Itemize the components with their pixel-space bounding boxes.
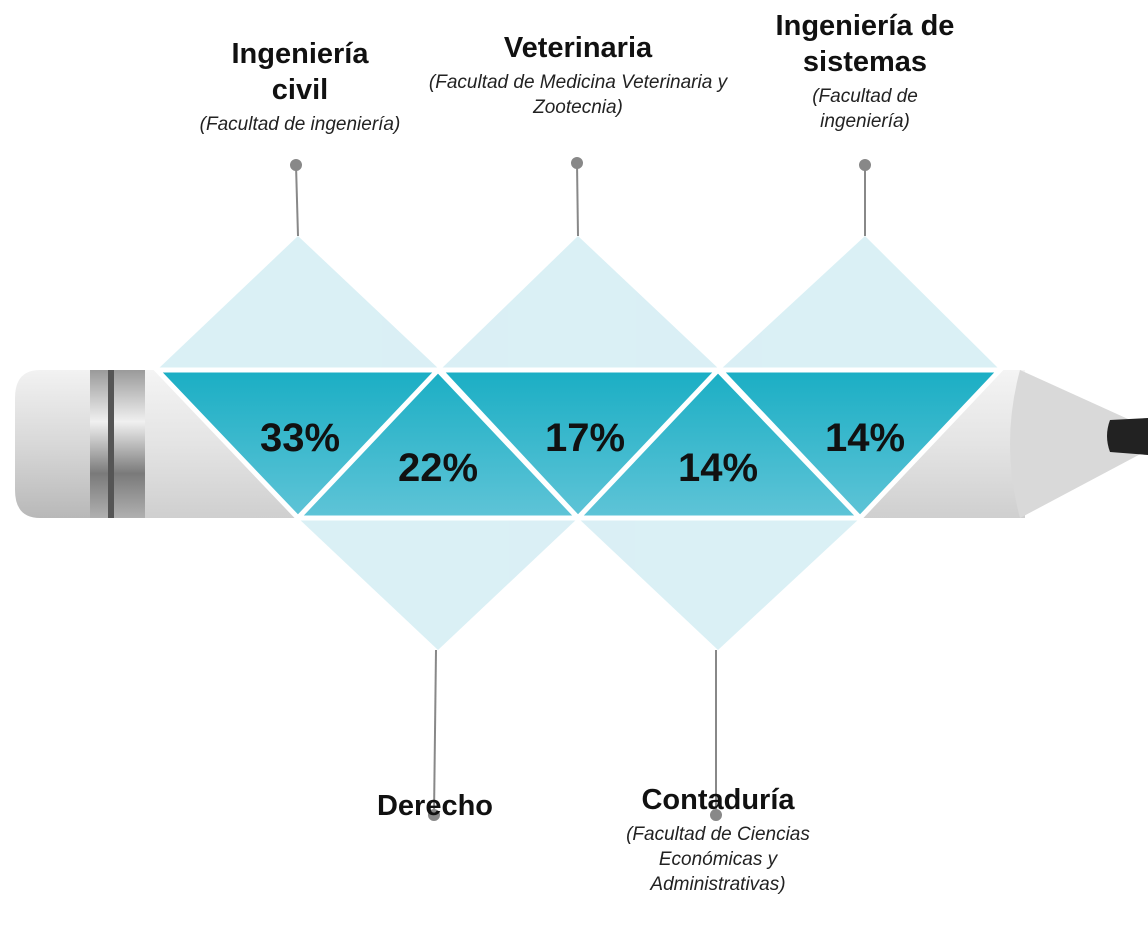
item-title: Ingeniería civil <box>231 38 369 106</box>
eraser <box>15 370 100 518</box>
percent-label: 22% <box>397 446 479 490</box>
dark-triangles <box>151 366 1006 522</box>
ferrule <box>90 370 145 518</box>
percent-label: 17% <box>544 416 626 460</box>
item-label: Veterinaria (Facultad de Medicina Veterin… <box>428 30 728 120</box>
pencil-tip-wood <box>1010 370 1148 518</box>
item-subtitle: (Facultad de Medicina Veterinaria y Zoot… <box>428 72 728 118</box>
percent-label: 14% <box>677 446 759 490</box>
graphite <box>1107 418 1148 455</box>
item-label: Contaduría (Facultad de Ciencias Económic… <box>623 782 813 897</box>
item-label: Ingeniería de sistemas (Facultad de ingen… <box>745 8 985 134</box>
light-diamonds <box>157 236 1000 650</box>
item-label: Derecho <box>305 788 565 824</box>
item-title: Veterinaria <box>503 32 653 64</box>
item-subtitle: (Facultad de Ciencias Económicas y Admin… <box>626 824 810 895</box>
item-label: Ingeniería civil (Facultad de ingeniería) <box>160 36 440 137</box>
connectors <box>290 157 871 821</box>
item-title: Contaduría <box>641 784 795 816</box>
percent-label: 14% <box>824 416 906 460</box>
item-title: Ingeniería de sistemas <box>775 10 955 78</box>
item-title: Derecho <box>376 790 494 822</box>
item-subtitle: (Facultad de ingeniería) <box>812 86 918 132</box>
item-subtitle: (Facultad de ingeniería) <box>199 114 401 135</box>
percent-label: 33% <box>259 416 341 460</box>
ferrule-ring <box>108 370 114 518</box>
